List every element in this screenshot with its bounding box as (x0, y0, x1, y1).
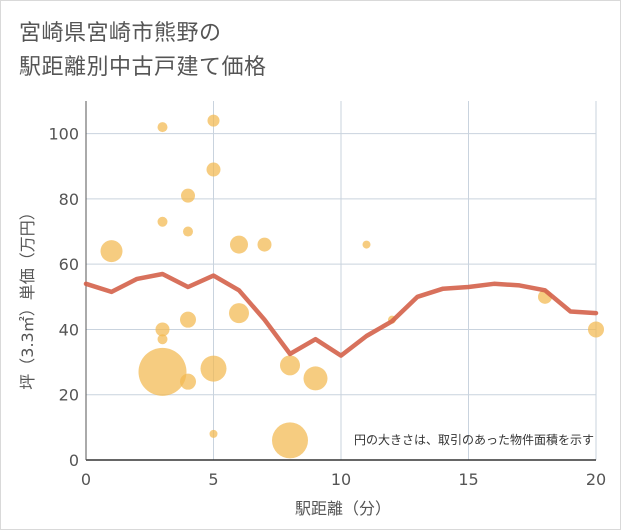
bubble-point-16 (257, 237, 272, 252)
x-axis-label: 駅距離（分） (295, 499, 391, 518)
bubble-point-8 (180, 311, 196, 328)
axes (85, 101, 596, 461)
y-tick-label-4: 80 (59, 190, 79, 209)
y-tick-label-5: 100 (48, 125, 79, 144)
y-axis-label: 坪（3.3㎡）単価（万円） (18, 204, 37, 389)
bubble-point-15 (229, 303, 249, 324)
bubble-point-6 (181, 188, 195, 203)
grid (86, 101, 597, 460)
x-tick-label-4: 20 (586, 470, 606, 489)
chart-title-line-2: 駅距離別中古戸建て価格 (19, 55, 267, 80)
trend-line-group (83, 271, 599, 358)
trend-line (83, 271, 599, 358)
bubble-point-13 (209, 429, 218, 438)
bubble-point-18 (272, 422, 308, 459)
bubble-point-1 (157, 122, 168, 133)
bubble-point-11 (206, 162, 221, 177)
bubble-size-note: 円の大きさは、取引のあった物件面積を示す (354, 432, 594, 447)
bubble-point-2 (157, 216, 168, 227)
y-tick-label-2: 40 (59, 320, 79, 339)
x-tick-label-3: 15 (458, 470, 478, 489)
bubble-point-23 (588, 321, 604, 338)
x-tick-label-1: 5 (208, 470, 218, 489)
bubble-point-9 (180, 373, 196, 390)
bubble-point-17 (280, 355, 300, 376)
bubble-point-5 (138, 347, 187, 396)
bubble-point-7 (183, 226, 193, 237)
x-tick-label-0: 0 (81, 470, 91, 489)
y-tick-label-3: 60 (59, 255, 79, 274)
y-tick-label-0: 0 (69, 451, 79, 470)
bubble-point-19 (303, 366, 328, 391)
chart-title-line-1: 宮崎県宮崎市熊野の (19, 21, 222, 46)
chart-title: 宮崎県宮崎市熊野の 駅距離別中古戸建て価格 (19, 17, 579, 85)
bubble-point-4 (157, 334, 168, 345)
y-tick-label-1: 20 (59, 386, 79, 405)
bubble-point-20 (362, 240, 371, 249)
bubble-point-10 (207, 114, 220, 127)
bubble-point-3 (155, 322, 170, 337)
bubbles (100, 114, 604, 459)
x-tick-label-2: 10 (331, 470, 351, 489)
bubble-point-12 (200, 355, 227, 382)
bubble-point-14 (230, 235, 248, 254)
bubble-point-0 (100, 240, 123, 263)
tick-labels: 0 5 10 15 20 0 20 40 60 80 100 (48, 125, 606, 489)
